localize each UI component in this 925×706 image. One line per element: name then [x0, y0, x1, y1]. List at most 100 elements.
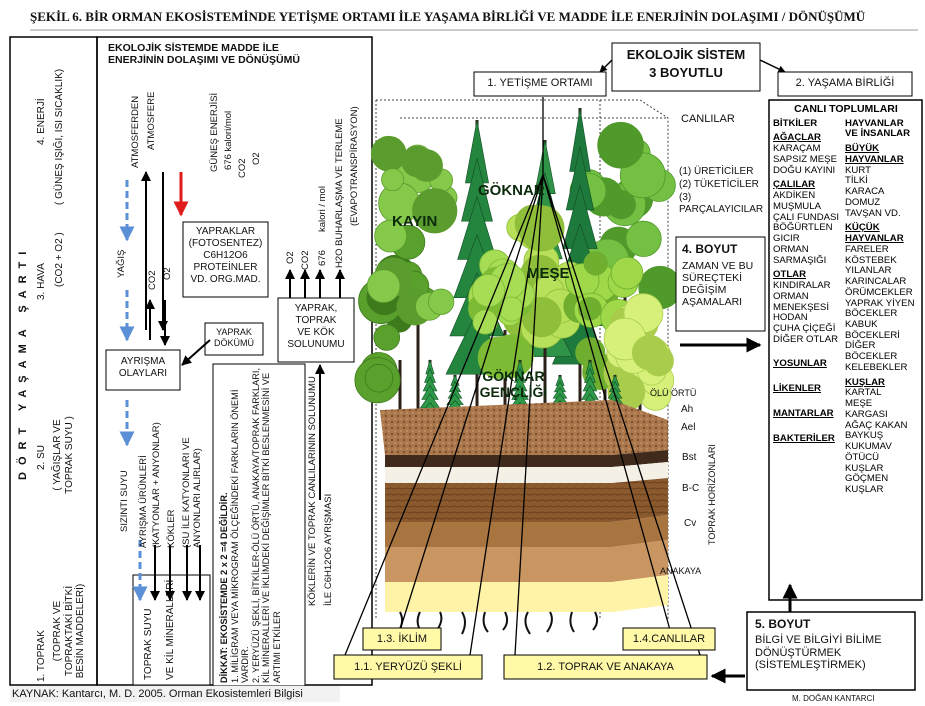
title: ŞEKİL 6. BİR ORMAN EKOSİSTEMİNDE YETİŞME… — [30, 10, 865, 25]
box-line: VE KÖK — [278, 327, 354, 339]
box-line: YAPRAKLAR — [183, 226, 268, 238]
group-item: MEŞE KARGASI — [845, 399, 917, 420]
cycle-label: (EVAPOTRANSPİRASYON) — [350, 106, 361, 226]
horizon-label: Ael — [681, 422, 695, 434]
cycle-label: (SU İLE KATYONLARI VE ANYONLARI ALIRLAR) — [182, 408, 204, 548]
group-heading: KÜÇÜK HAYVANLAR — [845, 223, 917, 244]
cycle-label: CO2 — [238, 158, 249, 178]
group-item: KABUK BÖCEKLERİ — [845, 320, 917, 341]
cycle-label: 676 kalori/mol — [224, 111, 235, 170]
cycle-label: İLE C6H12O6 AYRIŞMASI — [324, 494, 335, 606]
horizon-label: Cv — [684, 518, 696, 530]
condition-label: 4. ENERJİ — [36, 98, 48, 145]
condition-detail: (CO2 + O2 ) — [54, 232, 66, 287]
box-line: DÖKÜMÜ — [205, 338, 263, 348]
cycle-label: AYRIŞMA ÜRÜNLERİ — [139, 455, 150, 548]
group-item: KELEBEKLER — [845, 363, 917, 374]
group: BAKTERİLER — [773, 434, 845, 445]
group-item: ÖTÜCÜ KUŞLAR — [845, 453, 917, 474]
community-label: 2. YAŞAMA BİRLİĞİ — [778, 77, 912, 90]
box-line: (FOTOSENTEZ) — [183, 238, 268, 250]
foliage — [411, 150, 443, 182]
box-line: YAPRAK, — [278, 303, 354, 315]
group: ÇALILARAKDİKENMUŞMULAÇALI FUNDASIBÖĞÜRTL… — [773, 180, 845, 266]
box-line: TOPRAK SUYU — [143, 609, 155, 681]
note-item: 2. YERYÜZÜ ŞEKLİ, BİTKİLER-ÖLÜ ÖRTÜ, ANA… — [251, 367, 283, 683]
group-heading: YOSUNLAR — [773, 359, 845, 370]
tree-label: KAYIN — [392, 213, 437, 230]
group-item: DİĞER OTLAR — [773, 335, 845, 346]
group: LİKENLER — [773, 384, 845, 395]
box-line: YAPRAK — [205, 327, 263, 337]
factor-label: 1.1. YERYÜZÜ ŞEKLİ — [334, 661, 482, 674]
column-heading: HAYVANLAR VE İNSANLAR — [845, 119, 917, 140]
group-item: TAVŞAN VD. — [845, 209, 917, 220]
factor-label: 1.4.CANLILAR — [623, 633, 715, 646]
cycle-label: ATMOSFERE — [147, 92, 158, 150]
cycle-label: GÜNEŞ ENERJİSİ — [210, 93, 221, 172]
cycle-label: CO2 — [148, 270, 159, 290]
box-line: C6H12O6 — [183, 250, 268, 262]
cycle-label: O2 — [163, 267, 174, 280]
group-item: YAPRAK YİYEN BÖCEKLER — [845, 299, 917, 320]
cycle-label: (KATYONLAR + ANYONLAR) — [152, 422, 163, 548]
condition-label: 3. HAVA — [36, 263, 48, 300]
factor-label: 1.3. İKLİM — [363, 633, 441, 646]
box-line: AYRIŞMA — [106, 356, 180, 368]
group: BÜYÜK HAYVANLARKURTTİLKİKARACADOMUZTAVŞA… — [845, 144, 917, 219]
horizon-label: Bst — [682, 452, 696, 464]
knowledge-heading: 5. BOYUT — [755, 618, 810, 632]
tree-label: GÖKNAR GENÇLİĞİ — [466, 368, 561, 400]
group: YOSUNLAR — [773, 359, 845, 370]
factor-label: 1.2. TOPRAK VE ANAKAYA — [504, 661, 707, 674]
plants-column: BİTKİLERAĞAÇLARKARAÇAMSAPSIZ MEŞEDOĞU KA… — [773, 116, 845, 445]
horizon-label: B-C — [682, 483, 699, 495]
knowledge-text: BİLGİ VE BİLGİYİ BİLİME DÖNÜŞTÜRMEK (SİS… — [755, 634, 911, 672]
cycle-label: KÖKLER — [167, 509, 178, 548]
tree-label: MEŞE — [527, 265, 570, 282]
group-item: DOMUZ — [845, 198, 917, 209]
system-title: 3 BOYUTLU — [612, 66, 760, 81]
group-item: MUŞMULA — [773, 202, 845, 213]
foliage — [611, 257, 643, 289]
cycle-label: kalori / mol — [318, 186, 329, 232]
diagram-page: ŞEKİL 6. BİR ORMAN EKOSİSTEMİNDE YETİŞME… — [0, 0, 925, 706]
source: KAYNAK: Kantarcı, M. D. 2005. Orman Ekos… — [12, 688, 303, 701]
condition-label: 2. SU — [36, 445, 48, 470]
box-line: VD. ORG.MAD. — [183, 274, 268, 286]
group-item: ÖRÜMCEKLER — [845, 288, 917, 299]
group: KÜÇÜK HAYVANLARFARELERKÖSTEBEKYILANLARKA… — [845, 223, 917, 373]
group-heading: MANTARLAR — [773, 409, 845, 420]
foliage — [367, 270, 400, 303]
system-title: EKOLOJİK SİSTEM — [612, 48, 760, 63]
condition-label: 1. TOPRAK — [36, 630, 48, 682]
box-line: PROTEİNLER — [183, 262, 268, 274]
foliage — [374, 325, 400, 351]
cycle-label: 676 — [318, 250, 329, 266]
communities-title: CANLI TOPLUMLARI — [773, 104, 919, 116]
group: KUŞLARKARTALMEŞE KARGASIAĞAÇ KAKANBAYKUŞ… — [845, 378, 917, 496]
note-heading: DİKKAT: EKOSİSTEMDE 2 x 2 =4 DEĞİLDİR. — [219, 367, 230, 683]
foliage — [371, 136, 406, 171]
foliage — [428, 289, 453, 314]
group-heading: BAKTERİLER — [773, 434, 845, 445]
group-item: DOĞU KAYINI — [773, 166, 845, 177]
note-item: 1. MİLİGRAM VEYA MİKROGRAM ÖLÇEĞİNDEKİ F… — [230, 367, 251, 683]
foliage — [584, 252, 607, 275]
cycle-label: SIZINTI SUYU — [120, 470, 131, 532]
soil — [380, 400, 668, 634]
group-item: ORMAN MENEKŞESİ — [773, 292, 845, 313]
horizons-label: TOPRAK HORİZONLARI — [707, 444, 717, 545]
foliage — [632, 335, 667, 370]
organism: (2) TÜKETİCİLER — [679, 179, 759, 191]
condition-detail: ( YAĞIŞLAR VE TOPRAK SUYU ) — [52, 405, 75, 505]
horizon-label: Ah — [681, 404, 693, 416]
box-line: VE KİL MİNERALLERİ — [165, 580, 177, 680]
condition-detail: ( GÜNEŞ IŞIĞI, ISI SICAKLIK) — [54, 69, 66, 205]
cycle-label: H2O BUHARLAŞMA VE TERLEME — [335, 118, 346, 268]
animals-column: HAYVANLAR VE İNSANLAR BÜYÜK HAYVANLARKURT… — [845, 116, 917, 496]
site-label: 1. YETİŞME ORTAMI — [474, 77, 606, 90]
cycle-label: ATMOSFERDEN — [131, 96, 142, 168]
